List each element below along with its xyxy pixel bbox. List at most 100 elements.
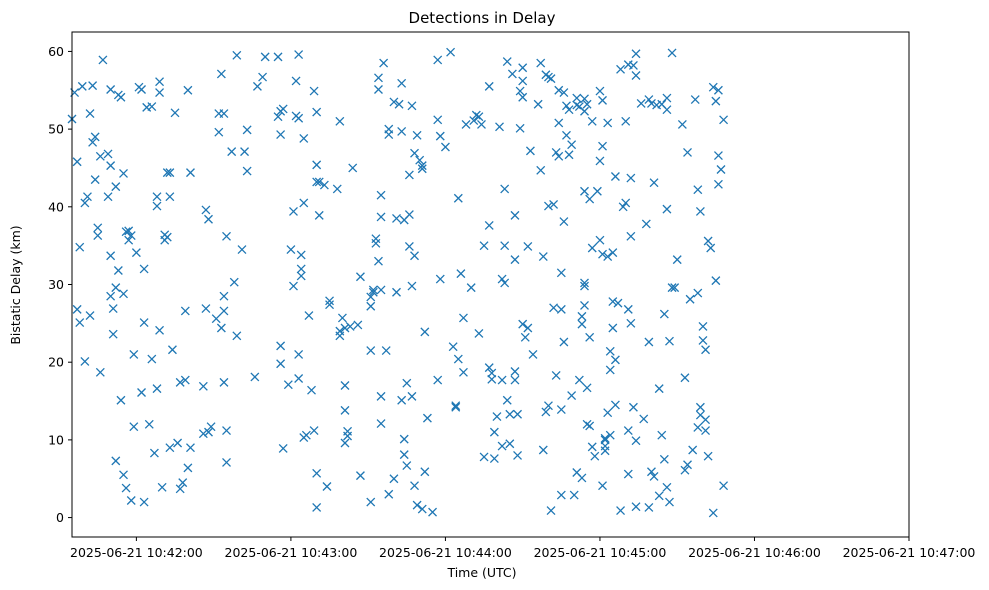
data-point bbox=[126, 231, 136, 241]
data-point bbox=[229, 277, 239, 287]
data-point bbox=[325, 296, 334, 306]
data-point bbox=[379, 58, 389, 68]
data-point bbox=[242, 125, 252, 135]
data-point bbox=[703, 236, 713, 246]
data-point bbox=[693, 185, 703, 195]
data-point bbox=[312, 177, 322, 187]
data-point bbox=[368, 285, 378, 295]
data-point bbox=[567, 140, 577, 150]
data-point bbox=[693, 288, 703, 298]
x-tick-label: 2025-06-21 10:44:00 bbox=[379, 545, 512, 560]
data-point bbox=[577, 311, 587, 321]
data-point bbox=[711, 276, 721, 286]
data-point bbox=[471, 110, 481, 120]
data-point bbox=[366, 301, 376, 311]
data-point bbox=[574, 375, 584, 385]
y-tick-label: 10 bbox=[48, 432, 64, 447]
data-point bbox=[299, 198, 309, 208]
data-point bbox=[180, 306, 190, 316]
data-point bbox=[402, 378, 412, 388]
data-point bbox=[703, 451, 713, 461]
x-tick-label: 2025-06-21 10:47:00 bbox=[843, 545, 976, 560]
data-point bbox=[147, 354, 157, 364]
data-point bbox=[258, 72, 268, 82]
data-point bbox=[435, 131, 445, 141]
data-point bbox=[240, 147, 250, 157]
data-point bbox=[554, 85, 564, 95]
data-point bbox=[605, 346, 615, 356]
chart-title: Detections in Delay bbox=[409, 9, 556, 27]
data-point bbox=[665, 336, 674, 346]
data-point bbox=[152, 201, 162, 211]
data-point bbox=[510, 375, 520, 385]
data-point bbox=[474, 112, 484, 122]
data-point bbox=[559, 217, 569, 227]
data-point bbox=[111, 283, 121, 293]
data-point bbox=[572, 100, 582, 110]
data-point bbox=[538, 445, 548, 455]
y-tick-label: 30 bbox=[48, 277, 64, 292]
data-point bbox=[106, 161, 116, 171]
y-axis: 0 10 20 30 40 50 60 bbox=[48, 44, 72, 525]
data-point bbox=[219, 377, 229, 387]
data-point bbox=[175, 484, 185, 494]
data-point bbox=[312, 160, 322, 170]
data-point bbox=[294, 374, 304, 383]
data-point bbox=[206, 422, 216, 432]
data-point bbox=[525, 146, 535, 156]
data-point bbox=[155, 325, 165, 335]
data-point bbox=[392, 214, 401, 223]
data-point bbox=[307, 385, 316, 395]
data-point bbox=[523, 323, 533, 333]
data-point bbox=[518, 319, 528, 329]
data-point bbox=[88, 81, 98, 91]
data-point bbox=[453, 354, 463, 364]
data-point bbox=[636, 99, 646, 108]
data-point bbox=[389, 474, 399, 484]
data-point bbox=[698, 335, 708, 345]
data-point bbox=[623, 304, 633, 314]
data-point bbox=[301, 430, 311, 440]
data-point bbox=[608, 323, 618, 333]
data-point bbox=[129, 349, 139, 359]
data-point bbox=[319, 180, 329, 190]
data-point bbox=[186, 168, 195, 178]
data-point bbox=[580, 281, 589, 291]
data-point bbox=[598, 141, 607, 151]
data-point bbox=[665, 497, 674, 507]
data-point bbox=[477, 119, 486, 129]
data-point bbox=[152, 384, 162, 394]
data-point bbox=[621, 116, 631, 126]
data-point bbox=[695, 207, 705, 216]
data-point bbox=[222, 231, 231, 241]
data-point bbox=[598, 95, 607, 105]
data-point bbox=[605, 430, 615, 440]
data-point bbox=[314, 177, 324, 187]
data-point bbox=[139, 264, 149, 274]
data-point bbox=[412, 500, 422, 510]
data-point bbox=[587, 116, 597, 126]
data-point bbox=[124, 226, 134, 236]
data-point bbox=[219, 109, 229, 119]
data-point bbox=[659, 309, 669, 319]
data-point bbox=[366, 497, 376, 507]
data-point bbox=[497, 375, 507, 385]
data-point bbox=[113, 266, 123, 275]
x-tick-label: 2025-06-21 10:42:00 bbox=[70, 545, 203, 560]
data-point bbox=[649, 471, 659, 481]
data-point bbox=[237, 245, 247, 254]
data-point bbox=[325, 300, 334, 310]
data-point bbox=[433, 375, 443, 385]
data-point bbox=[618, 202, 628, 212]
data-point bbox=[340, 381, 350, 390]
data-point bbox=[162, 168, 172, 178]
data-point bbox=[232, 50, 242, 60]
data-point bbox=[340, 438, 350, 448]
data-point bbox=[672, 255, 682, 265]
data-point bbox=[291, 76, 301, 86]
data-point bbox=[242, 166, 252, 176]
data-point bbox=[93, 231, 103, 241]
data-point bbox=[147, 102, 157, 112]
data-point bbox=[654, 491, 664, 501]
data-point bbox=[389, 97, 399, 107]
